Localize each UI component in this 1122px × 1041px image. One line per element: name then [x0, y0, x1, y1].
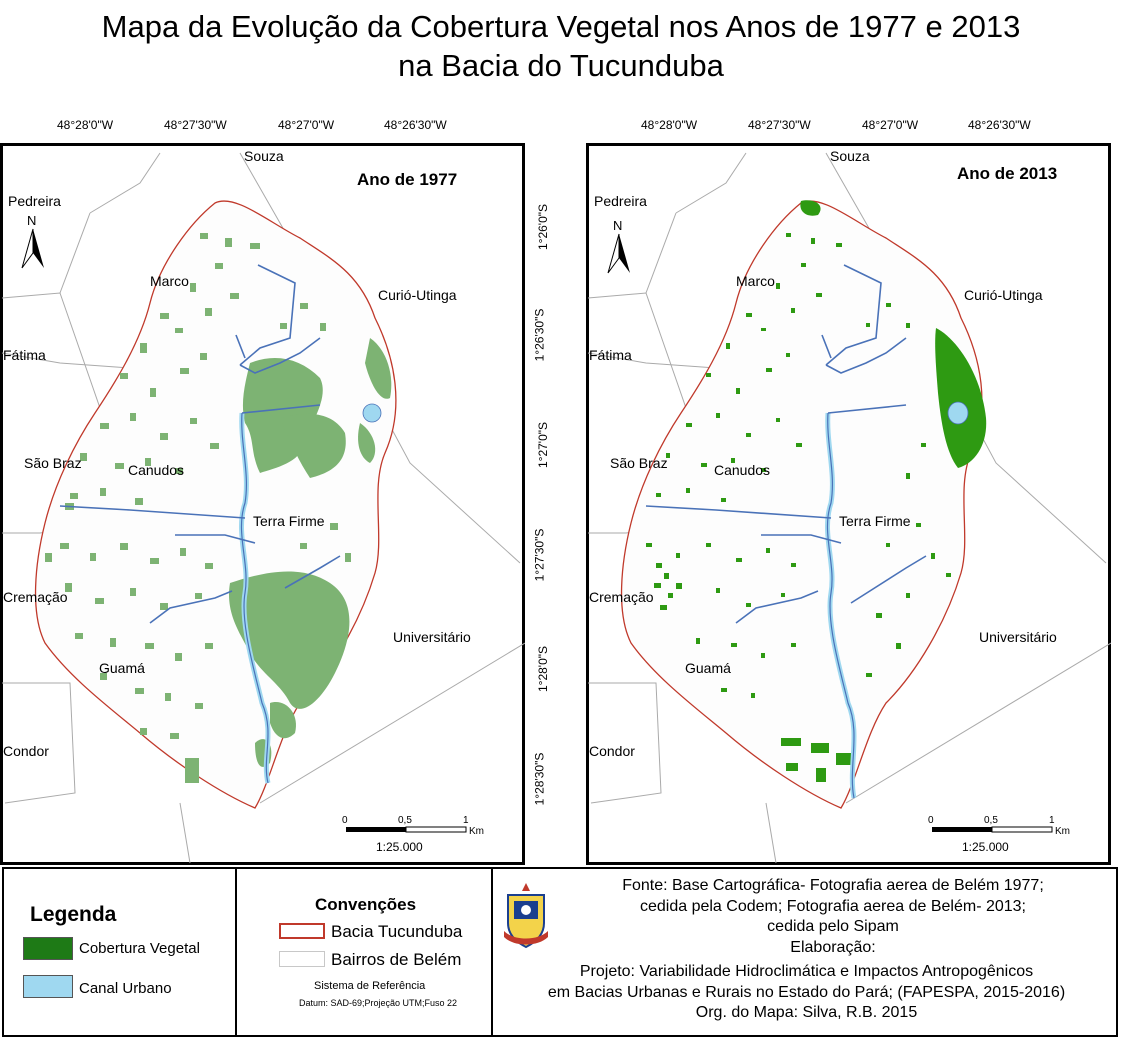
canal-network [59, 264, 382, 784]
scale-bar: 0 0,5 1 Km 1:25.000 [928, 815, 1070, 854]
label-souza: Souza [830, 148, 870, 164]
label-cremacao: Cremação [589, 589, 654, 605]
label-canudos: Canudos [714, 462, 770, 478]
label-fatima: Fátima [589, 347, 632, 363]
lat-label: 1°27'0"S [536, 421, 551, 469]
svg-text:N: N [613, 218, 622, 233]
credit-line: Fonte: Base Cartográfica- Fotografia aer… [622, 877, 1044, 894]
svg-text:0,5: 0,5 [984, 815, 998, 826]
legend-panel: Legenda Cobertura Vegetal Canal Urbano [2, 867, 237, 1037]
map-2013: Ano de 2013 Souza Pedreira Marco Curió-U… [586, 143, 1111, 865]
legend-title: Legenda [30, 903, 117, 926]
label-guama: Guamá [685, 660, 731, 676]
map-1977: Ano de 1977 Souza Pedreira Marco Curió-U… [0, 143, 525, 865]
svg-text:1: 1 [463, 815, 469, 826]
lon-label: 48°27'0"W [862, 118, 919, 132]
label-sao-braz: São Braz [610, 455, 668, 471]
credit-line: cedida pelo Sipam [767, 918, 899, 935]
svg-text:1:25.000: 1:25.000 [962, 840, 1009, 854]
label-terra-firme: Terra Firme [253, 513, 325, 529]
label-cremacao: Cremação [3, 589, 68, 605]
lon-label: 48°27'30"W [748, 118, 811, 132]
label-universitario: Universitário [393, 629, 471, 645]
convention-swatch-basin [279, 923, 325, 939]
scale-bar: 0 0,5 1 Km 1:25.000 [342, 815, 484, 854]
conventions-title: Convenções [315, 895, 417, 914]
credit-line: cedida pela Codem; Fotografia aerea de B… [639, 897, 1026, 915]
lat-label: 1°26'0"S [536, 203, 551, 251]
university-crest-icon [504, 883, 548, 949]
lon-label: 48°27'0"W [278, 118, 335, 132]
credit-line: em Bacias Urbanas e Rurais no Estado do … [547, 983, 1066, 1001]
label-sao-braz: São Braz [24, 455, 82, 471]
legend-swatch-vegetation [23, 937, 73, 960]
label-universitario: Universitário [979, 629, 1057, 645]
label-pedreira: Pedreira [594, 193, 647, 209]
canal-network [645, 264, 969, 799]
lat-label: 1°28'30"S [532, 752, 547, 806]
reference-system: Sistema de Referência [314, 980, 426, 992]
label-terra-firme: Terra Firme [839, 513, 911, 529]
basin-outline [620, 200, 983, 809]
credits-panel: Fonte: Base Cartográfica- Fotografia aer… [491, 867, 1118, 1037]
label-marco: Marco [150, 273, 189, 289]
svg-text:Km: Km [469, 826, 484, 837]
svg-text:0,5: 0,5 [398, 815, 412, 826]
north-arrow-icon: N [607, 218, 630, 274]
map-title-line2: na Bacia do Tucunduba [398, 48, 724, 83]
lon-label: 48°26'30"W [968, 118, 1031, 132]
svg-text:1: 1 [1049, 815, 1055, 826]
label-marco: Marco [736, 273, 775, 289]
label-condor: Condor [3, 743, 49, 759]
label-curio-utinga: Curió-Utinga [964, 287, 1043, 303]
svg-text:0: 0 [342, 815, 348, 826]
label-curio-utinga: Curió-Utinga [378, 287, 457, 303]
lon-label: 48°28'0"W [641, 118, 698, 132]
lat-label: 1°26'30"S [532, 308, 547, 362]
credit-line: Elaboração: [790, 938, 876, 956]
svg-text:1:25.000: 1:25.000 [376, 840, 423, 854]
label-fatima: Fátima [3, 347, 46, 363]
year-label: Ano de 2013 [957, 164, 1057, 183]
credit-line: Org. do Mapa: Silva, R.B. 2015 [695, 1004, 918, 1021]
svg-text:0: 0 [928, 815, 934, 826]
label-pedreira: Pedreira [8, 193, 61, 209]
label-souza: Souza [244, 148, 284, 164]
lon-label: 48°26'30"W [384, 118, 447, 132]
lat-label: 1°27'30"S [532, 528, 547, 582]
lat-label: 1°28'0"S [536, 645, 551, 693]
credit-line: Projeto: Variabilidade Hidroclimática e … [579, 963, 1034, 980]
datum: Datum: SAD-69;Projeção UTM;Fuso 22 [299, 998, 458, 1008]
svg-text:N: N [27, 213, 36, 228]
lon-label: 48°27'30"W [164, 118, 227, 132]
map-title-line1: Mapa da Evolução da Cobertura Vegetal no… [101, 9, 1021, 44]
conventions-panel: Convenções Bacia Tucunduba Bairros de Be… [235, 867, 493, 1037]
year-label: Ano de 1977 [357, 170, 457, 189]
label-canudos: Canudos [128, 462, 184, 478]
label-condor: Condor [589, 743, 635, 759]
vegetation-2013 [646, 200, 987, 782]
legend-swatch-canal [23, 975, 73, 998]
convention-label-districts: Bairros de Belém [331, 950, 462, 969]
legend-label-canal: Canal Urbano [79, 980, 172, 997]
lon-label: 48°28'0"W [57, 118, 114, 132]
label-guama: Guamá [99, 660, 145, 676]
vegetation-1977 [45, 233, 392, 783]
legend-label-vegetation: Cobertura Vegetal [79, 940, 200, 957]
svg-text:Km: Km [1055, 826, 1070, 837]
convention-label-basin: Bacia Tucunduba [331, 922, 463, 941]
convention-swatch-districts [279, 951, 325, 967]
north-arrow-icon: N [21, 213, 44, 269]
